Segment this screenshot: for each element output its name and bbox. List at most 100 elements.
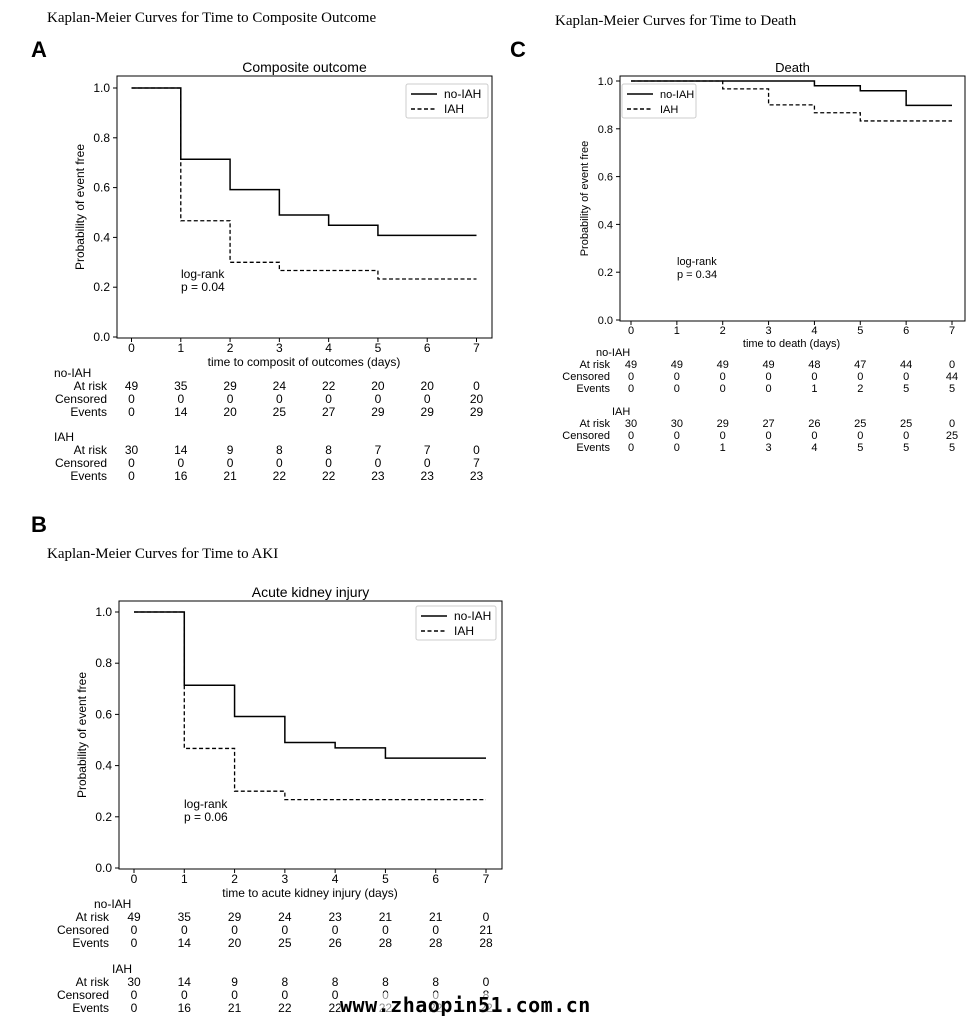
risk-table-cell: 0 (282, 923, 289, 937)
risk-table-cell: 0 (325, 392, 332, 406)
risk-table-row-label: Censored (55, 392, 107, 406)
risk-table-cell: 1 (811, 383, 817, 395)
risk-table-cell: 8 (432, 975, 439, 989)
y-tick-label: 0.6 (95, 707, 112, 721)
risk-table-cell: 0 (674, 430, 680, 442)
risk-table-cell: 0 (325, 456, 332, 470)
risk-table-cell: 0 (128, 456, 135, 470)
x-axis-label: time to death (days) (743, 338, 840, 350)
x-tick-label: 3 (282, 872, 289, 886)
risk-table-cell: 29 (717, 418, 729, 430)
risk-table-cell: 22 (328, 1001, 342, 1015)
risk-table-cell: 0 (628, 430, 634, 442)
risk-table-cell: 21 (228, 1001, 242, 1015)
risk-table-cell: 0 (128, 392, 135, 406)
risk-table-cell: 23 (328, 910, 342, 924)
legend-label: no-IAH (660, 89, 694, 101)
risk-table-row-label: At risk (579, 359, 610, 371)
risk-table-cell: 3 (766, 442, 772, 454)
y-tick-label: 0.8 (598, 124, 613, 136)
risk-table-cell: 23 (470, 469, 484, 483)
risk-table-cell: 7 (375, 443, 382, 457)
risk-table-row-label: At risk (76, 910, 110, 924)
risk-table-cell: 0 (128, 405, 135, 419)
km-curve-no-iah (631, 80, 952, 107)
x-tick-label: 5 (375, 341, 382, 355)
risk-table-cell: 0 (473, 379, 480, 393)
risk-table-cell: 0 (332, 923, 339, 937)
risk-table-group: IAH (612, 406, 630, 418)
y-tick-label: 0.6 (93, 181, 110, 195)
risk-table-row-label: Events (72, 1001, 109, 1015)
risk-table-cell: 7 (473, 456, 480, 470)
x-tick-label: 2 (231, 872, 238, 886)
panel-letter-b: B (31, 512, 47, 537)
risk-table-cell: 16 (178, 1001, 192, 1015)
risk-table-cell: 29 (470, 405, 484, 419)
x-tick-label: 7 (473, 341, 480, 355)
risk-table-cell: 21 (429, 910, 443, 924)
risk-table-cell: 26 (808, 418, 820, 430)
x-axis-label: time to composit of outcomes (days) (208, 355, 401, 369)
logrank-annotation: p = 0.34 (677, 269, 717, 281)
risk-table-cell: 49 (671, 359, 683, 371)
x-tick-label: 7 (483, 872, 490, 886)
risk-table-cell: 0 (231, 988, 238, 1002)
risk-table-cell: 35 (174, 379, 188, 393)
risk-table-cell: 8 (276, 443, 283, 457)
risk-table-cell: 0 (375, 456, 382, 470)
risk-table-cell: 30 (671, 418, 683, 430)
risk-table-cell: 35 (178, 910, 192, 924)
y-tick-label: 0.4 (598, 219, 613, 231)
y-tick-label: 1.0 (598, 76, 613, 88)
risk-table-cell: 20 (470, 392, 484, 406)
risk-table-cell: 0 (674, 442, 680, 454)
risk-table-cell: 22 (322, 469, 336, 483)
risk-table-row-label: At risk (74, 379, 108, 393)
risk-table-cell: 21 (223, 469, 237, 483)
risk-table-cell: 14 (178, 975, 192, 989)
risk-table-cell: 8 (332, 975, 339, 989)
risk-table-cell: 0 (177, 456, 184, 470)
risk-table-cell: 2 (857, 383, 863, 395)
risk-table-cell: 22 (322, 379, 336, 393)
risk-table-cell: 22 (273, 469, 287, 483)
chart-title-a: Composite outcome (242, 59, 367, 75)
risk-table-cell: 20 (223, 405, 237, 419)
risk-table-cell: 7 (424, 443, 431, 457)
y-tick-label: 0.8 (93, 131, 110, 145)
risk-table-cell: 26 (328, 936, 342, 950)
risk-table-cell: 21 (379, 910, 393, 924)
risk-table-cell: 25 (854, 418, 866, 430)
plot-frame-a (116, 75, 493, 339)
risk-table-cell: 23 (371, 469, 385, 483)
x-tick-label: 2 (227, 341, 234, 355)
risk-table-cell: 4 (811, 442, 817, 454)
x-tick-label: 2 (720, 325, 726, 337)
logrank-annotation: log-rank (181, 267, 225, 281)
risk-table-cell: 9 (231, 975, 238, 989)
risk-table-cell: 0 (766, 383, 772, 395)
risk-table-cell: 0 (473, 443, 480, 457)
x-tick-label: 4 (332, 872, 339, 886)
x-axis-label: time to acute kidney injury (days) (222, 886, 397, 900)
y-axis-label: Probability of event free (579, 141, 591, 257)
risk-table-row-label: Events (70, 469, 107, 483)
risk-table-row-label: Censored (55, 456, 107, 470)
risk-table-cell: 49 (762, 359, 774, 371)
chart-title-c: Death (775, 60, 810, 75)
risk-table-cell: 1 (720, 442, 726, 454)
risk-table-cell: 0 (903, 371, 909, 383)
risk-table-cell: 49 (127, 910, 141, 924)
y-tick-label: 0.4 (95, 759, 112, 773)
risk-table-cell: 0 (181, 923, 188, 937)
risk-table-cell: 0 (227, 456, 234, 470)
risk-table-row-label: At risk (74, 443, 108, 457)
risk-table-cell: 0 (382, 923, 389, 937)
risk-table-row-label: Events (576, 383, 610, 395)
risk-table-cell: 20 (228, 936, 242, 950)
risk-table-cell: 47 (854, 359, 866, 371)
risk-table-cell: 27 (762, 418, 774, 430)
caption-death: Kaplan-Meier Curves for Time to Death (555, 13, 797, 29)
risk-table-group: IAH (54, 430, 74, 444)
